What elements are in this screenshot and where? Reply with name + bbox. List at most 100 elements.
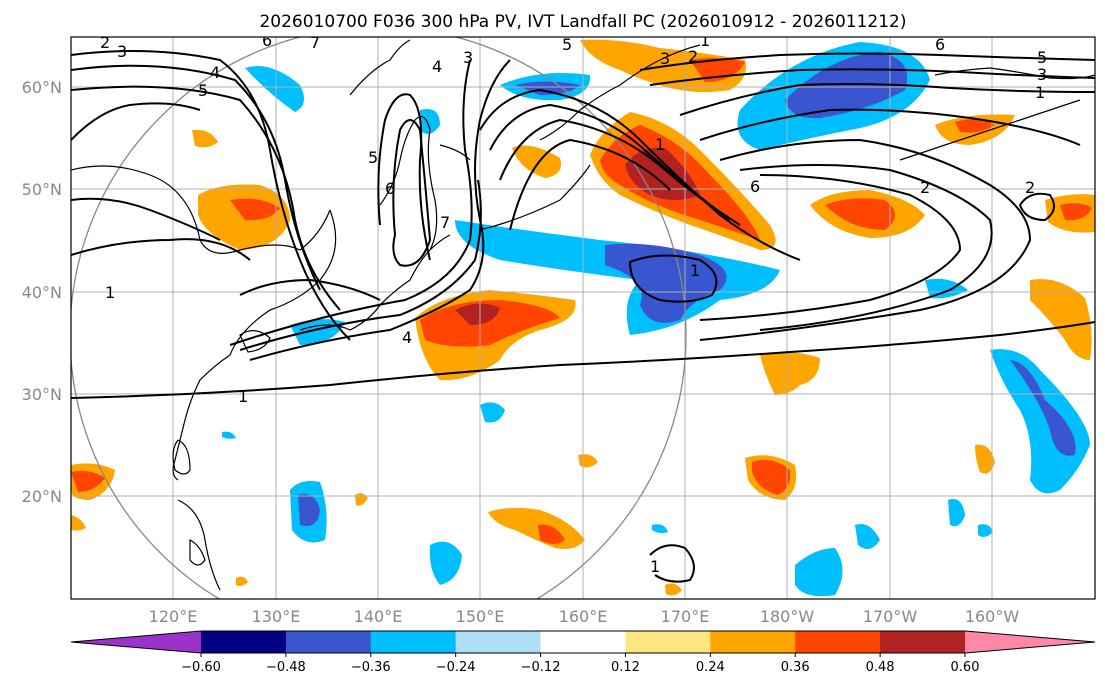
contour-label: 3: [117, 42, 127, 61]
negative-anomaly-region: [298, 494, 320, 526]
contour-label: 1: [700, 31, 710, 50]
positive-anomaly-region: [512, 145, 561, 178]
negative-anomaly-region: [990, 349, 1090, 494]
lat-tick-label: 60°N: [22, 78, 62, 97]
contour-label: 1: [105, 283, 115, 302]
negative-anomaly-region: [429, 541, 462, 585]
contour-label: 6: [935, 35, 945, 54]
colorbar-tick-label: 0.60: [951, 660, 980, 675]
colorbar-tick-label: 0.36: [781, 660, 810, 675]
contour-label: 1: [1035, 83, 1045, 102]
latitude-labels: 60°N 50°N 40°N 30°N 20°N: [22, 78, 62, 506]
contour-label: 5: [1037, 48, 1047, 67]
contour-label: 5: [198, 81, 208, 100]
contour-label: 6: [262, 31, 272, 50]
colorbar-tick-label: −0.60: [181, 660, 221, 675]
negative-anomaly-region: [480, 402, 505, 423]
contour-label: 2: [688, 47, 698, 66]
pv-contours: [71, 50, 1095, 583]
lon-tick-label: 120°E: [149, 607, 198, 626]
lon-tick-label: 160°W: [965, 607, 1020, 626]
contour-label: 6: [385, 179, 395, 198]
colorbar-segment: [540, 631, 626, 653]
colorbar-tick-label: −0.48: [266, 660, 306, 675]
lon-tick-label: 170°W: [863, 607, 918, 626]
colorbar-tick-label: 0.24: [696, 660, 725, 675]
negative-anomaly-region: [795, 548, 843, 597]
lon-tick-label: 150°E: [456, 607, 505, 626]
contour-label: 2: [100, 33, 110, 52]
negative-anomaly-region: [420, 109, 440, 134]
lat-tick-label: 50°N: [22, 180, 62, 199]
contour-label: 5: [368, 148, 378, 167]
lon-tick-label: 130°E: [252, 607, 301, 626]
longitude-labels: 120°E 130°E 140°E 150°E 160°E 170°E 180°…: [149, 607, 1020, 626]
lon-tick-label: 140°E: [354, 607, 403, 626]
colorbar-extension-low: [71, 631, 201, 653]
contour-label: 1: [650, 557, 660, 576]
colorbar-tick-label: 0.48: [866, 660, 895, 675]
lon-tick-label: 160°E: [559, 607, 608, 626]
contour-label: 6: [750, 177, 760, 196]
contour-label: 7: [440, 213, 450, 232]
positive-anomaly-region: [71, 470, 105, 492]
contour-label: 4: [432, 57, 442, 76]
lat-tick-label: 30°N: [22, 385, 62, 404]
negative-anomaly-region: [455, 220, 780, 335]
lon-tick-label: 180°W: [760, 607, 815, 626]
contour-label: 4: [402, 328, 412, 347]
contour-label: 1: [655, 135, 665, 154]
colorbar-extension-high: [965, 631, 1095, 653]
colorbar: −0.60 −0.48 −0.36 −0.24 −0.12 0.12 0.24 0.36 0.4…: [70, 630, 1096, 675]
colorbar-segment: [880, 631, 966, 653]
positive-anomaly-region: [192, 129, 218, 148]
positive-anomaly-region: [1030, 279, 1092, 360]
positive-anomaly-region: [955, 119, 995, 133]
colorbar-segment: [285, 631, 372, 653]
lon-tick-label: 170°E: [661, 607, 710, 626]
contour-label: 2: [920, 178, 930, 197]
colorbar-tick-label: −0.12: [521, 660, 561, 675]
contour-labels: 2 3 4 5 6 7 1 3 2 1 6 5 3 1 5 6 7 4 3 5 …: [100, 31, 1047, 576]
colorbar-tick-label: 0.12: [611, 660, 640, 675]
colorbar-segment: [625, 631, 711, 653]
positive-anomaly-region: [230, 198, 280, 221]
contour-label: 3: [660, 49, 670, 68]
colorbar-segment: [795, 631, 881, 653]
colorbar-tick-label: −0.36: [351, 660, 391, 675]
positive-anomaly-region: [538, 524, 565, 544]
colorbar-segment: [370, 631, 457, 653]
positive-anomaly-region: [420, 300, 560, 347]
contour-label: 1: [238, 387, 248, 406]
map-frame: [70, 36, 1096, 600]
positive-anomaly-region: [625, 147, 700, 200]
negative-anomaly-region: [925, 278, 968, 299]
coastlines: [71, 39, 1095, 591]
positive-anomaly-region: [71, 515, 86, 531]
negative-anomaly-region: [605, 243, 727, 323]
negative-anomaly-region: [978, 524, 993, 537]
lat-tick-label: 20°N: [22, 487, 62, 506]
negative-anomaly-region: [245, 66, 304, 112]
positive-anomaly-region: [975, 444, 995, 474]
colorbar-tick-label: −0.24: [436, 660, 476, 675]
contour-label: 3: [463, 48, 473, 67]
negative-anomaly-region: [948, 499, 965, 527]
positive-anomaly-region: [760, 352, 820, 395]
negative-anomaly-region: [1010, 360, 1076, 456]
contour-label: 3: [1037, 65, 1047, 84]
negative-anomaly-region: [515, 81, 580, 95]
contour-label: 2: [1025, 178, 1035, 197]
positive-anomaly-region: [752, 459, 791, 495]
negative-anomaly-region: [652, 524, 668, 534]
positive-anomaly-region: [665, 583, 682, 596]
positive-anomaly-region: [1060, 203, 1092, 221]
contour-label: 5: [562, 35, 572, 54]
lat-tick-label: 40°N: [22, 283, 62, 302]
radius-circle: [71, 37, 687, 599]
negative-anomaly-region: [222, 431, 236, 439]
contour-label: 7: [310, 33, 320, 52]
positive-anomaly-region: [236, 576, 248, 586]
figure-title: 2026010700 F036 300 hPa PV, IVT Landfall…: [259, 12, 906, 32]
colorbar-segment: [455, 631, 542, 653]
